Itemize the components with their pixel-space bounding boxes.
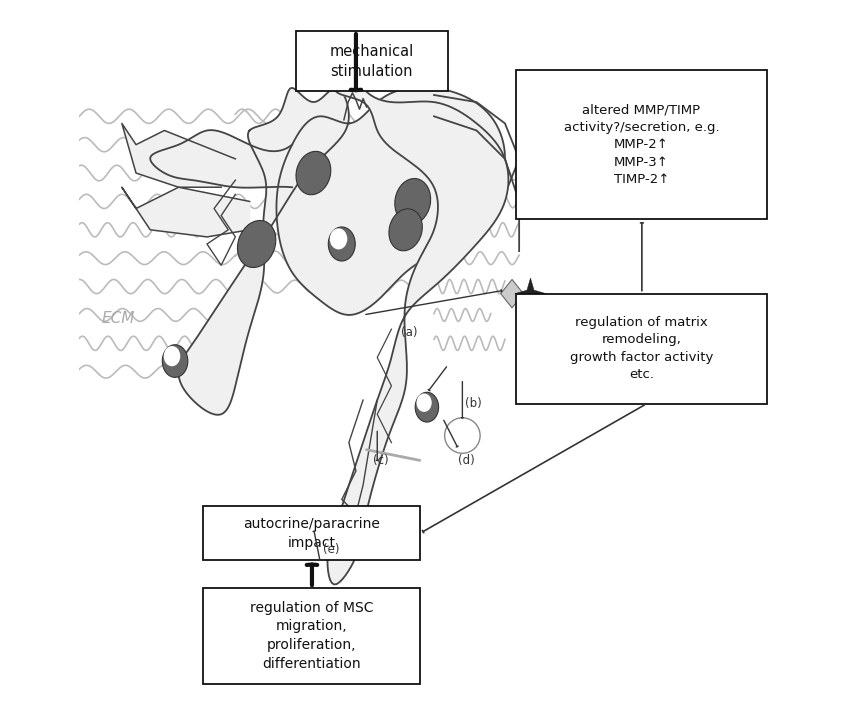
Text: (d): (d) [457,454,474,467]
Text: regulation of MSC
migration,
proliferation,
differentiation: regulation of MSC migration, proliferati… [250,601,373,671]
Ellipse shape [389,209,423,251]
Ellipse shape [164,346,181,366]
Text: regulation of matrix
remodeling,
growth factor activity
etc.: regulation of matrix remodeling, growth … [569,316,713,381]
Text: (c): (c) [373,454,389,467]
Polygon shape [327,74,509,584]
Ellipse shape [395,179,431,225]
Text: autocrine/paracrine
impact: autocrine/paracrine impact [243,517,380,550]
Polygon shape [276,87,505,315]
Text: (b): (b) [464,397,482,410]
Ellipse shape [296,152,331,194]
Polygon shape [150,130,293,188]
Bar [203,506,420,560]
Text: ECM: ECM [102,311,135,326]
Text: (e): (e) [323,543,339,556]
Bar [296,31,448,92]
Ellipse shape [328,227,355,261]
Ellipse shape [238,220,276,267]
Text: mechanical
stimulation: mechanical stimulation [330,44,414,79]
Bar [516,70,767,220]
Polygon shape [122,187,249,237]
Polygon shape [501,280,523,308]
Polygon shape [179,88,349,415]
Bar [203,588,420,684]
Ellipse shape [162,345,187,378]
Circle shape [444,418,480,453]
Ellipse shape [330,228,347,250]
Ellipse shape [417,393,431,412]
Polygon shape [515,278,546,310]
Bar [516,294,767,403]
Text: (a): (a) [401,326,418,339]
Polygon shape [122,124,235,187]
Text: altered MMP/TIMP
activity?/secretion, e.g.
MMP-2↑
MMP-3↑
TIMP-2↑: altered MMP/TIMP activity?/secretion, e.… [563,103,720,186]
Ellipse shape [415,393,438,422]
